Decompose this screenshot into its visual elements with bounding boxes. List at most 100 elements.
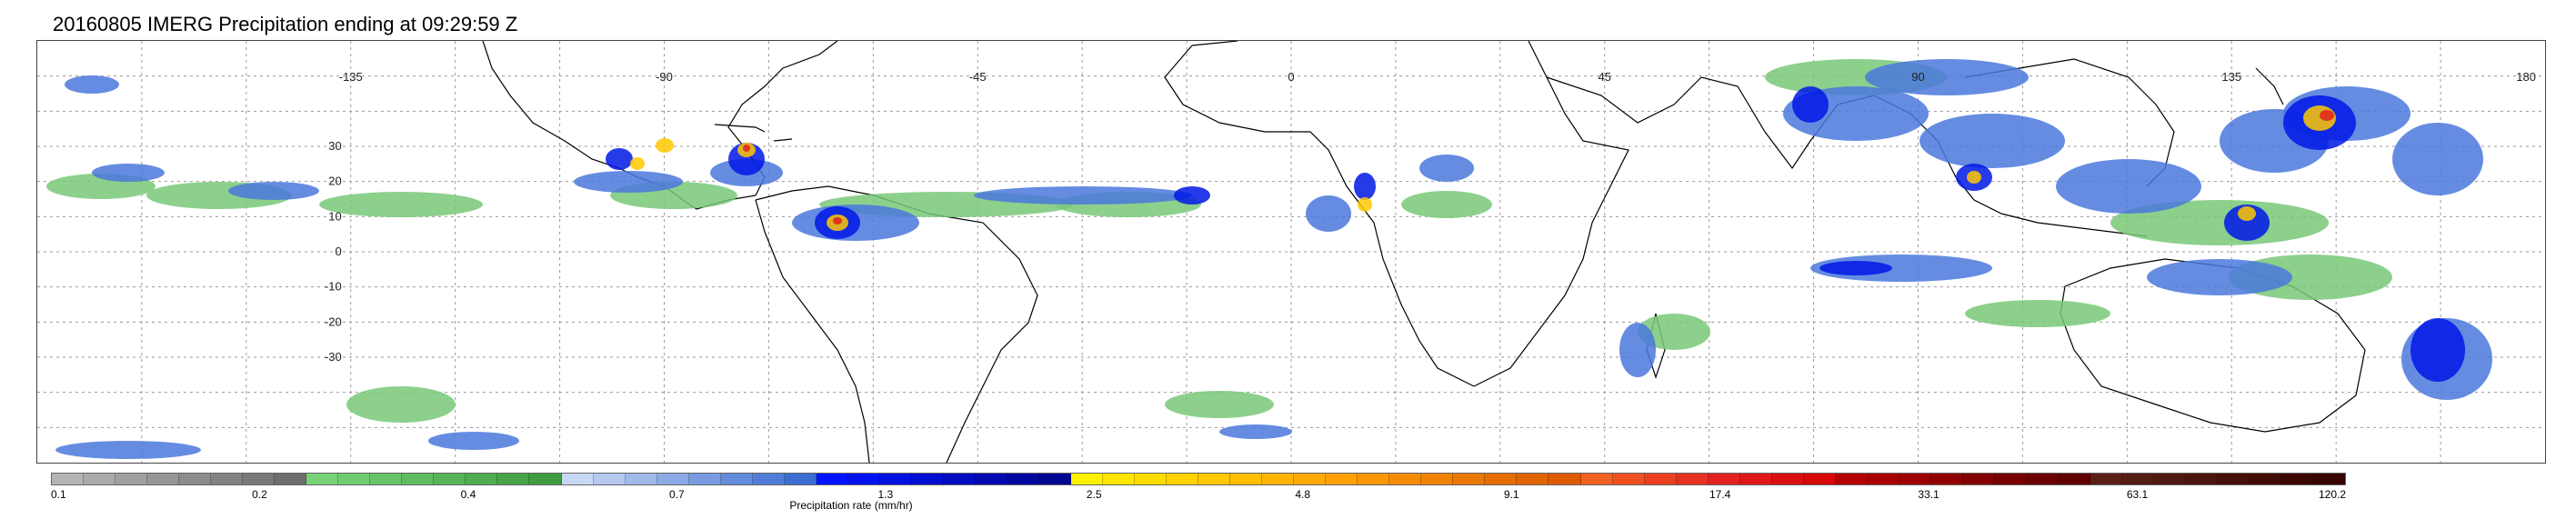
map-title: 20160805 IMERG Precipitation ending at 0… (53, 13, 518, 35)
colorbar-segment (1135, 474, 1168, 484)
colorbar-tick-label: 0.4 (460, 488, 476, 501)
colorbar-segment (1389, 474, 1422, 484)
colorbar-segment (688, 474, 721, 484)
colorbar-segment (370, 474, 403, 484)
colorbar-segment (2218, 474, 2250, 484)
colorbar-segment (943, 474, 976, 484)
colorbar-segment (752, 474, 785, 484)
colorbar-segment (1867, 474, 1899, 484)
colorbar-tick-label: 17.4 (1709, 488, 1731, 501)
colorbar-segment (529, 474, 562, 484)
longitude-label: 45 (1599, 70, 1611, 84)
colorbar-segment (147, 474, 180, 484)
colorbar-segment (1421, 474, 1454, 484)
colorbar-segment (1198, 474, 1231, 484)
colorbar-segment (816, 474, 848, 484)
colorbar-segment (1580, 474, 1613, 484)
latitude-label: -10 (325, 280, 342, 294)
longitude-label: 90 (1911, 70, 1924, 84)
colorbar-segment (1358, 474, 1390, 484)
colorbar-segment (211, 474, 244, 484)
colorbar-segment (1230, 474, 1263, 484)
colorbar-tick-label: 4.8 (1295, 488, 1311, 501)
colorbar-segment (847, 474, 880, 484)
colorbar-tick-labels: 0.1 0.2 0.4 0.7 1.3 2.5 4.8 9.1 17.4 33.1 63.1 120.… (51, 488, 2346, 501)
colorbar-segment (1676, 474, 1709, 484)
colorbar-segment (1803, 474, 1836, 484)
colorbar-segment (625, 474, 657, 484)
longitude-label: -135 (339, 70, 363, 84)
colorbar-segment (1326, 474, 1358, 484)
colorbar-segment (466, 474, 498, 484)
longitude-label: -45 (969, 70, 987, 84)
colorbar-segment (434, 474, 466, 484)
colorbar-segment (1644, 474, 1677, 484)
latitude-labels: 30 20 10 0 -10 -20 -30 (325, 139, 342, 364)
colorbar-segment (2154, 474, 2187, 484)
longitude-labels: -135 -90 -45 0 45 90 135 180 (339, 70, 2536, 84)
colorbar-segment (402, 474, 435, 484)
map-canvas: -135 -90 -45 0 45 90 135 180 30 20 10 0 -10 -20 -30 (37, 41, 2545, 463)
colorbar-segment (497, 474, 530, 484)
colorbar-segment (1485, 474, 1518, 484)
colorbar-segment (1962, 474, 1995, 484)
colorbar-segment (784, 474, 817, 484)
colorbar-segment (2250, 474, 2282, 484)
colorbar-segment (1038, 474, 1071, 484)
longitude-label: 180 (2516, 70, 2536, 84)
colorbar-segment (338, 474, 371, 484)
colorbar-tick-label: 2.5 (1086, 488, 1102, 501)
precipitation-colorbar (51, 473, 2346, 485)
colorbar-segment (306, 474, 339, 484)
longitude-label: 135 (2221, 70, 2241, 84)
colorbar-segment (1453, 474, 1486, 484)
colorbar-segment (1103, 474, 1136, 484)
precipitation-map[interactable]: -135 -90 -45 0 45 90 135 180 30 20 10 0 -10 -20 -30 (36, 40, 2546, 464)
colorbar-tick-label: 120.2 (2318, 488, 2346, 501)
latitude-label: 20 (328, 175, 341, 188)
colorbar-segment (561, 474, 594, 484)
colorbar-segment (1708, 474, 1740, 484)
colorbar-segment (2026, 474, 2059, 484)
colorbar-segment (84, 474, 116, 484)
colorbar-segment (115, 474, 148, 484)
colorbar-tick-label: 9.1 (1503, 488, 1519, 501)
colorbar-segment (2090, 474, 2123, 484)
colorbar-tick-label: 33.1 (1918, 488, 1940, 501)
colorbar-segment (52, 474, 85, 484)
colorbar-segment (911, 474, 944, 484)
colorbar-segment (657, 474, 689, 484)
colorbar-segment (1612, 474, 1645, 484)
colorbar-segment (179, 474, 212, 484)
colorbar-tick-label: 0.2 (252, 488, 267, 501)
colorbar-segment (2313, 474, 2346, 484)
colorbar-segment (243, 474, 276, 484)
colorbar-segment (1071, 474, 1104, 484)
longitude-label: -90 (656, 70, 673, 84)
latitude-label: 0 (336, 245, 342, 258)
colorbar-tick-label: 0.1 (51, 488, 66, 501)
colorbar-segment (1517, 474, 1549, 484)
colorbar-segment (2281, 474, 2314, 484)
colorbar-segment (1549, 474, 1581, 484)
colorbar-segment (879, 474, 912, 484)
longitude-label: 0 (1288, 70, 1294, 84)
colorbar-segment (1994, 474, 2027, 484)
latitude-label: -20 (325, 314, 342, 328)
colorbar-segment (275, 474, 307, 484)
colorbar-segment (1899, 474, 1931, 484)
colorbar-segment (975, 474, 1007, 484)
colorbar-segment (1007, 474, 1039, 484)
colorbar-label: Precipitation rate (mm/hr) (789, 499, 913, 512)
colorbar-segment (1771, 474, 1804, 484)
colorbar-segment (720, 474, 753, 484)
colorbar-segment (593, 474, 626, 484)
colorbar-tick-label: 1.3 (877, 488, 894, 501)
colorbar-segment (2058, 474, 2090, 484)
colorbar-segment (2186, 474, 2219, 484)
latitude-label: 10 (328, 209, 341, 223)
colorbar-segment (1739, 474, 1772, 484)
colorbar-segment (1262, 474, 1295, 484)
colorbar-segment (1835, 474, 1868, 484)
colorbar-segment (2122, 474, 2155, 484)
